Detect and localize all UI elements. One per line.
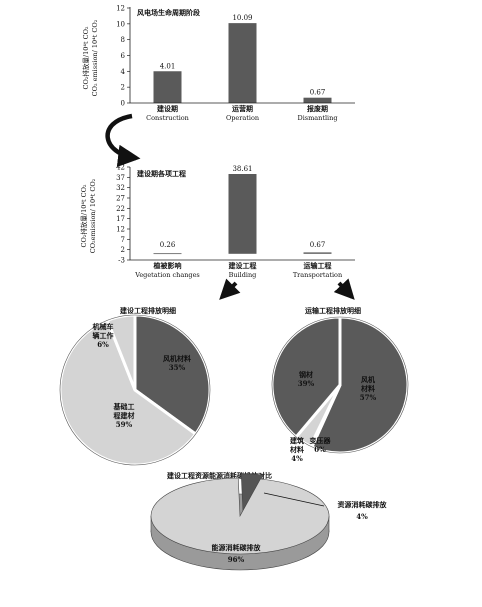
construction-y-tick-label: 22 bbox=[116, 205, 125, 213]
lifecycle-data-label: 4.01 bbox=[160, 62, 176, 70]
arrow-to-transport-pie-icon bbox=[333, 278, 355, 300]
transport-pie-title: 运输工程排放明细 bbox=[305, 306, 361, 315]
construction-y-axis-title: CO₂排放量/10⁴t CO₂ CO₂emission/ 10⁴t CO₂ bbox=[79, 178, 97, 253]
transport-slice-label: 钢材 39% bbox=[298, 370, 315, 388]
lifecycle-data-label: 10.09 bbox=[232, 14, 252, 22]
building-slice-label: 基础工程建材 59% bbox=[113, 402, 135, 429]
construction-y-tick-label: 37 bbox=[116, 174, 125, 182]
lifecycle-y-tick-label: 2 bbox=[121, 84, 125, 92]
svg-text:CO₂排放量/10⁴t CO₂: CO₂排放量/10⁴t CO₂ bbox=[81, 26, 90, 89]
construction-bar bbox=[228, 174, 257, 254]
lifecycle-y-tick-label: 12 bbox=[116, 5, 125, 13]
construction-x-tick-label-en: Transportation bbox=[293, 271, 342, 279]
building-pie-chart: 建设工程排放明细 风机材料 35% 基础工程建材 59% 机械车辆工作 6% bbox=[58, 306, 212, 467]
construction-y-tick-label: 42 bbox=[116, 164, 125, 172]
lifecycle-data-label: 0.67 bbox=[310, 89, 326, 97]
lifecycle-bar bbox=[228, 23, 257, 103]
construction-data-label: 38.61 bbox=[232, 165, 252, 173]
construction-y-tick-label: 27 bbox=[116, 195, 125, 203]
construction-y-tick-label: 17 bbox=[116, 215, 125, 223]
lifecycle-y-tick-label: 0 bbox=[121, 100, 125, 108]
building-pie-outline bbox=[59, 314, 211, 466]
transport-slice-label: 风机材料 57% bbox=[360, 375, 377, 402]
resource-pie-slice bbox=[150, 477, 330, 555]
construction-y-tick-label: 7 bbox=[121, 236, 125, 244]
construction-y-tick-label: 2 bbox=[121, 246, 125, 254]
lifecycle-x-tick-label-en: Dismantling bbox=[298, 114, 338, 122]
construction-data-label: 0.67 bbox=[310, 241, 326, 249]
transport-slice-label: 变压器 0% bbox=[310, 436, 332, 454]
arrow-to-building-pie-icon bbox=[219, 278, 241, 300]
connector-arrow-icon bbox=[105, 113, 141, 168]
lifecycle-bar bbox=[303, 97, 332, 103]
lifecycle-x-tick-label-en: Construction bbox=[146, 114, 189, 122]
lifecycle-x-tick-label-en: Operation bbox=[226, 114, 259, 122]
building-slice-label: 风机材料 35% bbox=[163, 354, 191, 372]
lifecycle-y-tick-label: 10 bbox=[116, 20, 125, 28]
resource-slice-label: 能源消耗碳排放 96% bbox=[212, 543, 262, 564]
lifecycle-x-tick-label-cn: 建设期 bbox=[157, 104, 178, 113]
construction-x-tick-label-en: Building bbox=[229, 271, 257, 279]
construction-bar-chart: 建设期各项工程 CO₂排放量/10⁴t CO₂ CO₂emission/ 10⁴… bbox=[79, 164, 355, 279]
lifecycle-bar bbox=[153, 71, 182, 103]
construction-y-tick-label: -3 bbox=[118, 257, 125, 265]
building-pie-title: 建设工程排放明细 bbox=[120, 306, 176, 315]
lifecycle-x-tick-label-cn: 运营期 bbox=[232, 104, 253, 113]
svg-text:CO₂emission/ 10⁴t CO₂: CO₂emission/ 10⁴t CO₂ bbox=[89, 178, 97, 253]
svg-text:CO₂排放量/10⁴t CO₂: CO₂排放量/10⁴t CO₂ bbox=[79, 184, 88, 247]
lifecycle-chart-title: 风电场生命周期阶段 bbox=[137, 8, 200, 17]
transport-pie-chart: 运输工程排放明细 风机材料 57% 变压器 0% 建筑材料 4% 钢材 39% bbox=[270, 306, 410, 463]
svg-text:CO₂ emission/ 10⁴t CO₂: CO₂ emission/ 10⁴t CO₂ bbox=[91, 19, 99, 96]
resource-slice-leader-line bbox=[263, 492, 325, 507]
lifecycle-y-tick-label: 4 bbox=[121, 68, 126, 76]
resource-slice-label: 资源消耗碳排放 4% bbox=[338, 500, 388, 521]
resource-energy-pie-chart: 建设工程资源能源消耗碳排放对比 资源消耗碳排放 4% 能源消耗碳排放 96% bbox=[150, 471, 388, 571]
construction-y-tick-label: 12 bbox=[116, 226, 125, 234]
construction-axes bbox=[129, 167, 355, 261]
construction-x-tick-label-cn: 建设工程 bbox=[229, 261, 257, 270]
lifecycle-bar-chart: 风电场生命周期阶段 CO₂排放量/10⁴t CO₂ CO₂ emission/ … bbox=[81, 5, 355, 122]
lifecycle-y-tick-label: 8 bbox=[121, 36, 125, 44]
transport-slice-label: 建筑材料 4% bbox=[289, 436, 304, 463]
construction-chart-title: 建设期各项工程 bbox=[137, 169, 186, 178]
construction-bar bbox=[303, 252, 332, 254]
resource-pie-title: 建设工程资源能源消耗碳排放对比 bbox=[167, 471, 272, 480]
construction-bar bbox=[153, 253, 182, 255]
transport-pie-outline bbox=[271, 316, 409, 454]
construction-x-tick-label-cn: 植被影响 bbox=[153, 261, 182, 270]
construction-y-tick-label: 32 bbox=[116, 184, 125, 192]
construction-x-tick-label-cn: 运输工程 bbox=[304, 261, 332, 270]
building-slice-label: 机械车辆工作 6% bbox=[93, 322, 114, 349]
lifecycle-y-tick-label: 6 bbox=[121, 52, 126, 60]
lifecycle-x-tick-label-cn: 报废期 bbox=[307, 104, 328, 113]
lifecycle-y-axis-title: CO₂排放量/10⁴t CO₂ CO₂ emission/ 10⁴t CO₂ bbox=[81, 19, 99, 96]
lifecycle-axes bbox=[129, 7, 355, 104]
construction-data-label: 0.26 bbox=[160, 241, 176, 249]
construction-x-tick-label-en: Vegetation changes bbox=[134, 271, 200, 279]
